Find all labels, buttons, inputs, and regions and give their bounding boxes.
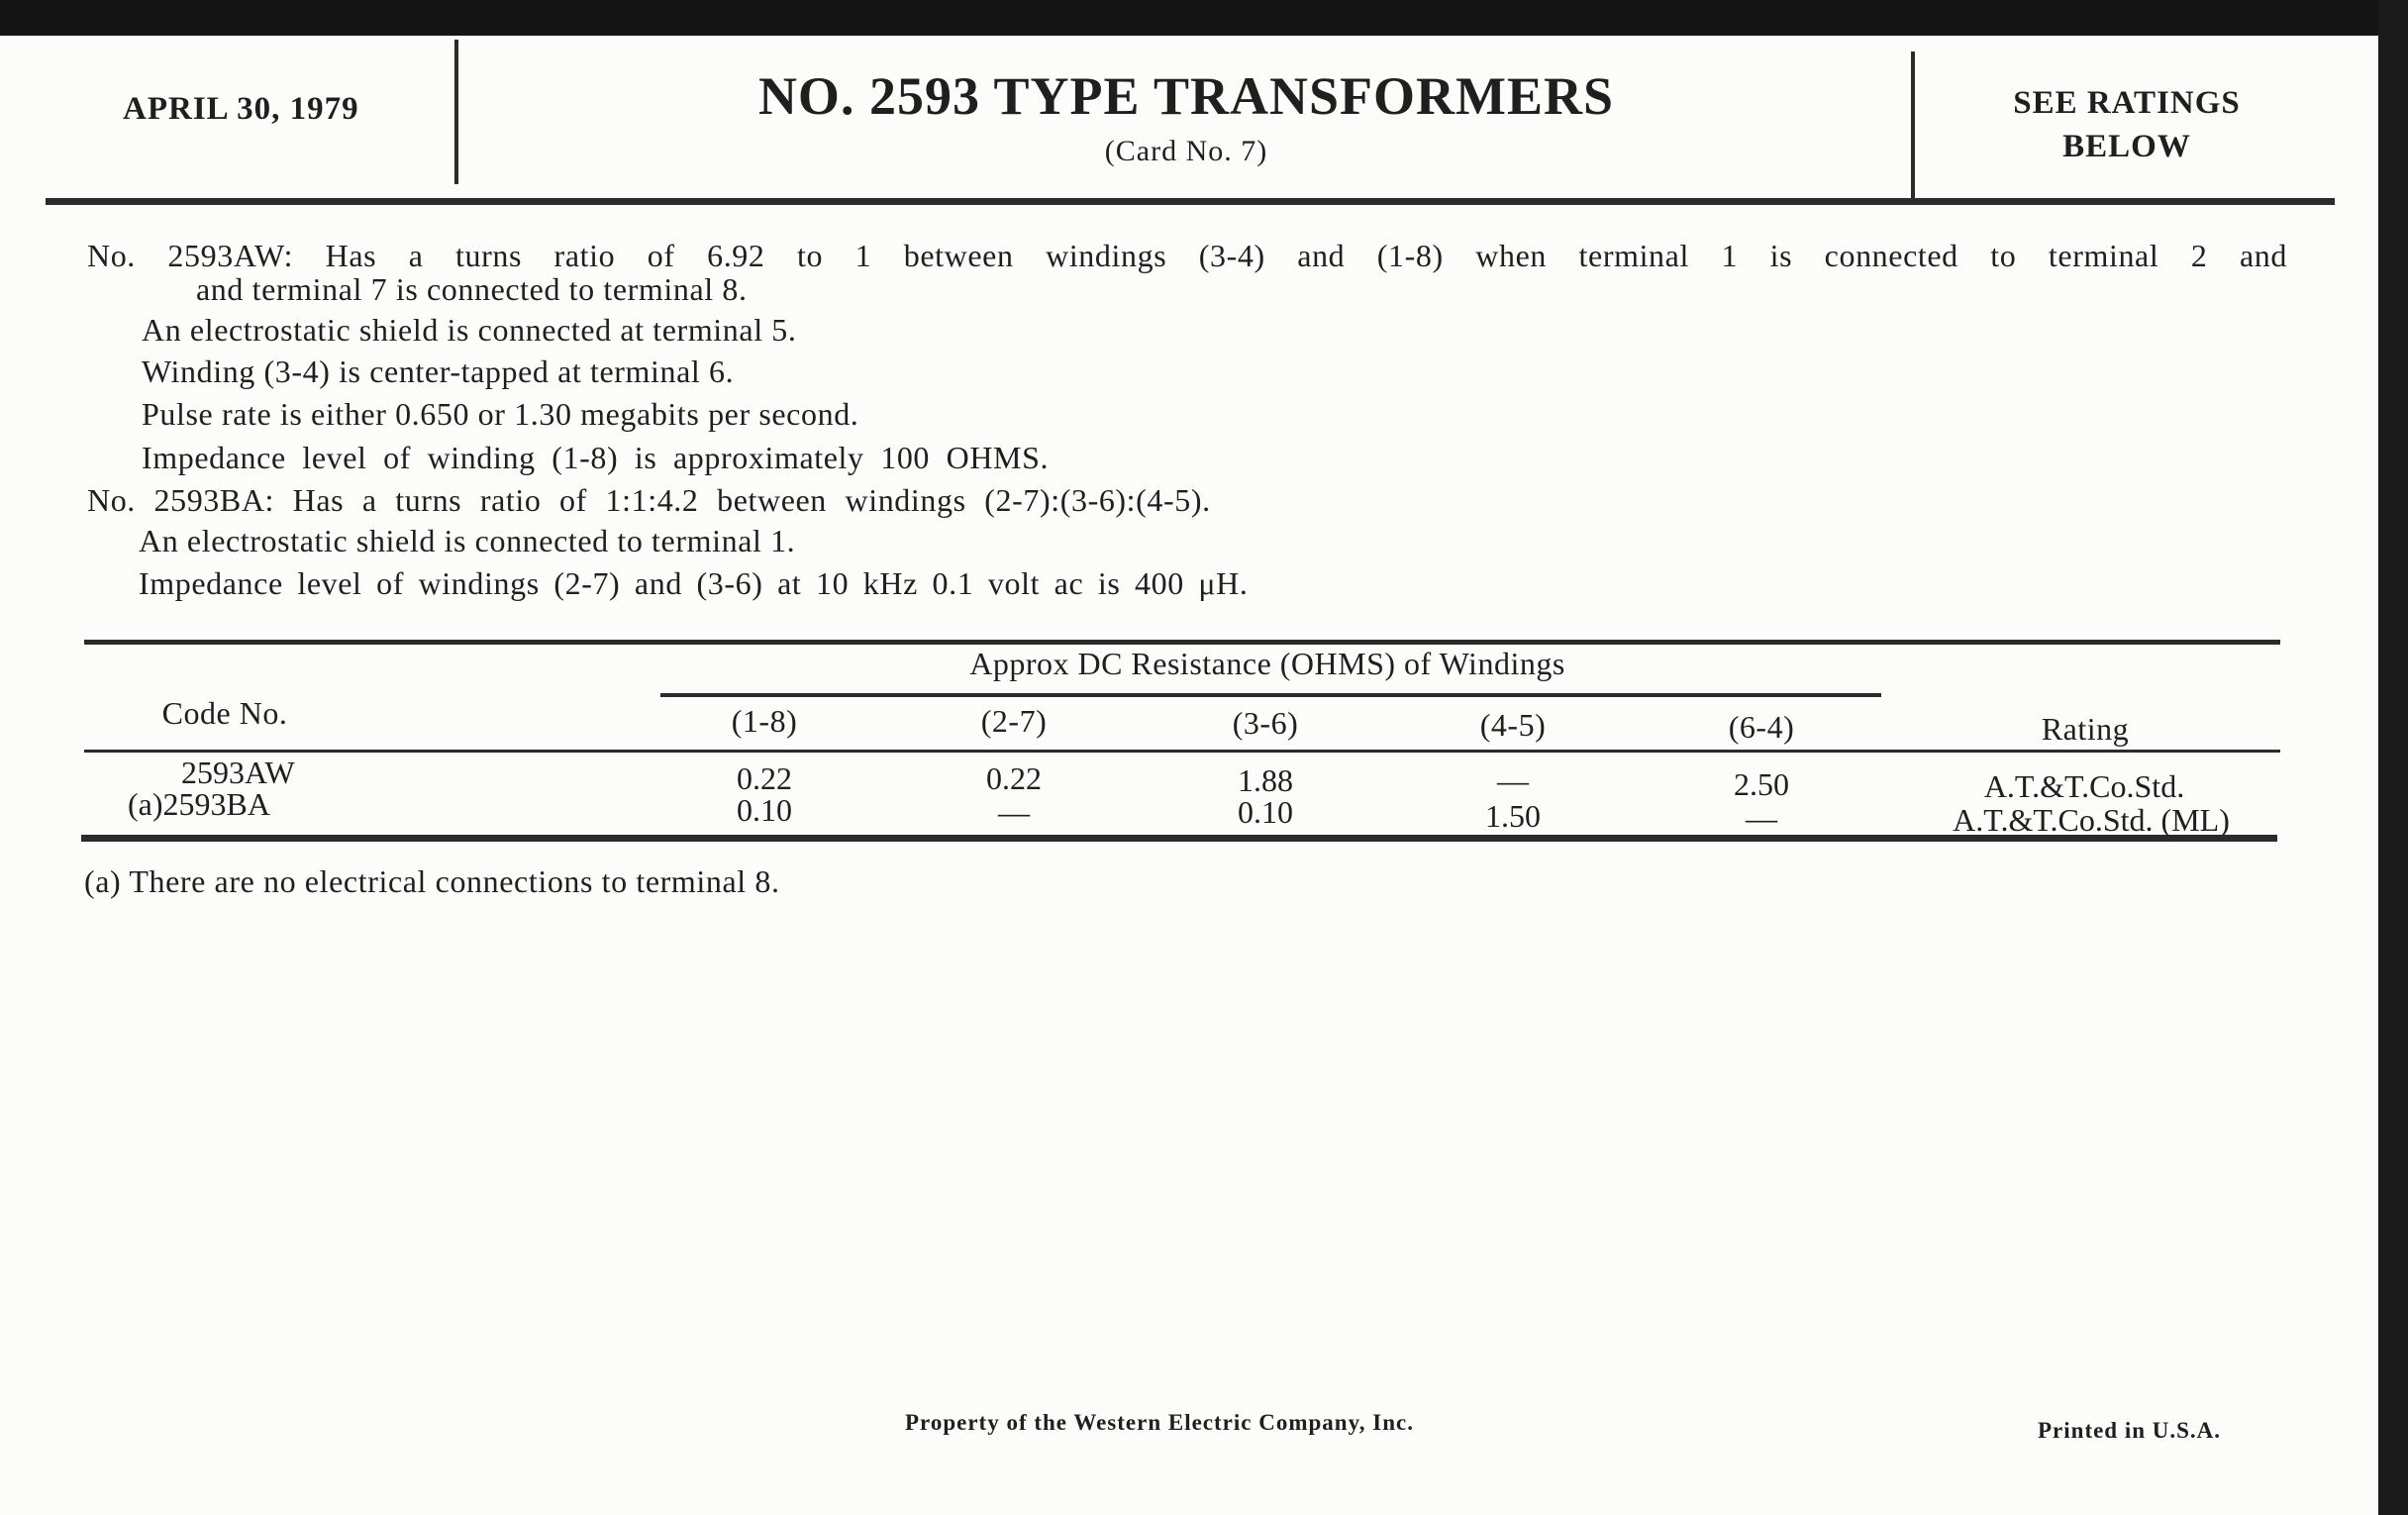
- ba-description: No. 2593BA: Has a turns ratio of 1:1:4.2…: [87, 482, 1211, 518]
- ba-shield: An electrostatic shield is connected to …: [139, 523, 796, 558]
- value-cell: 0.10: [1238, 794, 1293, 830]
- value-cell: 1.50: [1485, 798, 1541, 834]
- value-cell: 0.22: [986, 760, 1042, 796]
- card-date: APRIL 30, 1979: [123, 91, 359, 127]
- column-header: (1-8): [731, 703, 798, 739]
- scan-right-border: [2378, 0, 2408, 1515]
- aw-winding: Winding (3-4) is center-tapped at termin…: [142, 354, 735, 389]
- value-cell: —: [1746, 800, 1777, 836]
- card-number: (Card No. 7): [1104, 135, 1268, 167]
- value-cell: —: [998, 794, 1030, 830]
- column-header: (3-6): [1232, 705, 1299, 741]
- table-header-rule: [84, 750, 2280, 753]
- ratings-note-line2: BELOW: [2062, 129, 2191, 164]
- table-top-rule: [84, 640, 2280, 645]
- value-cell: 1.88: [1238, 762, 1293, 798]
- rating-header: Rating: [2041, 711, 2130, 747]
- ratings-note: SEE RATINGS BELOW: [1917, 81, 2337, 168]
- column-header: (6-4): [1728, 709, 1795, 745]
- ba-impedance: Impedance level of windings (2-7) and (3…: [139, 565, 1249, 601]
- value-cell: 2.50: [1734, 766, 1789, 802]
- code-header: Code No.: [161, 695, 288, 731]
- code-cell: 2593AW: [181, 755, 295, 790]
- property-notice: Property of the Western Electric Company…: [904, 1410, 1415, 1435]
- aw-impedance: Impedance level of winding (1-8) is appr…: [142, 440, 1050, 475]
- value-cell: 0.10: [737, 792, 792, 828]
- scan-top-border: [0, 0, 2408, 36]
- column-header: (4-5): [1479, 707, 1547, 743]
- ratings-note-line1: SEE RATINGS: [2013, 85, 2241, 121]
- value-cell: —: [1497, 762, 1529, 798]
- value-cell: 0.22: [737, 760, 792, 796]
- footnote: (a) There are no electrical connections …: [84, 863, 780, 899]
- rating-cell: A.T.&T.Co.Std.: [1983, 768, 2185, 804]
- header-divider-left: [454, 40, 458, 184]
- code-cell: (a)2593BA: [128, 786, 270, 822]
- printed-notice: Printed in U.S.A.: [2038, 1418, 2222, 1443]
- page-title: NO. 2593 TYPE TRANSFORMERS: [757, 66, 1615, 126]
- aw-shield: An electrostatic shield is connected at …: [142, 312, 797, 348]
- aw-pulse-rate: Pulse rate is either 0.650 or 1.30 megab…: [142, 396, 859, 432]
- aw-description-line2: and terminal 7 is connected to terminal …: [196, 271, 748, 307]
- rating-cell: A.T.&T.Co.Std. (ML): [1953, 802, 2230, 838]
- header-divider-right: [1911, 51, 1915, 198]
- group-header-rule: [660, 693, 1881, 697]
- table-bottom-rule: [81, 835, 2277, 842]
- resistance-group-header: Approx DC Resistance (OHMS) of Windings: [969, 646, 1565, 681]
- aw-description-line1: No. 2593AW: Has a turns ratio of 6.92 to…: [87, 238, 2287, 273]
- column-header: (2-7): [980, 703, 1048, 739]
- header-rule: [46, 198, 2335, 205]
